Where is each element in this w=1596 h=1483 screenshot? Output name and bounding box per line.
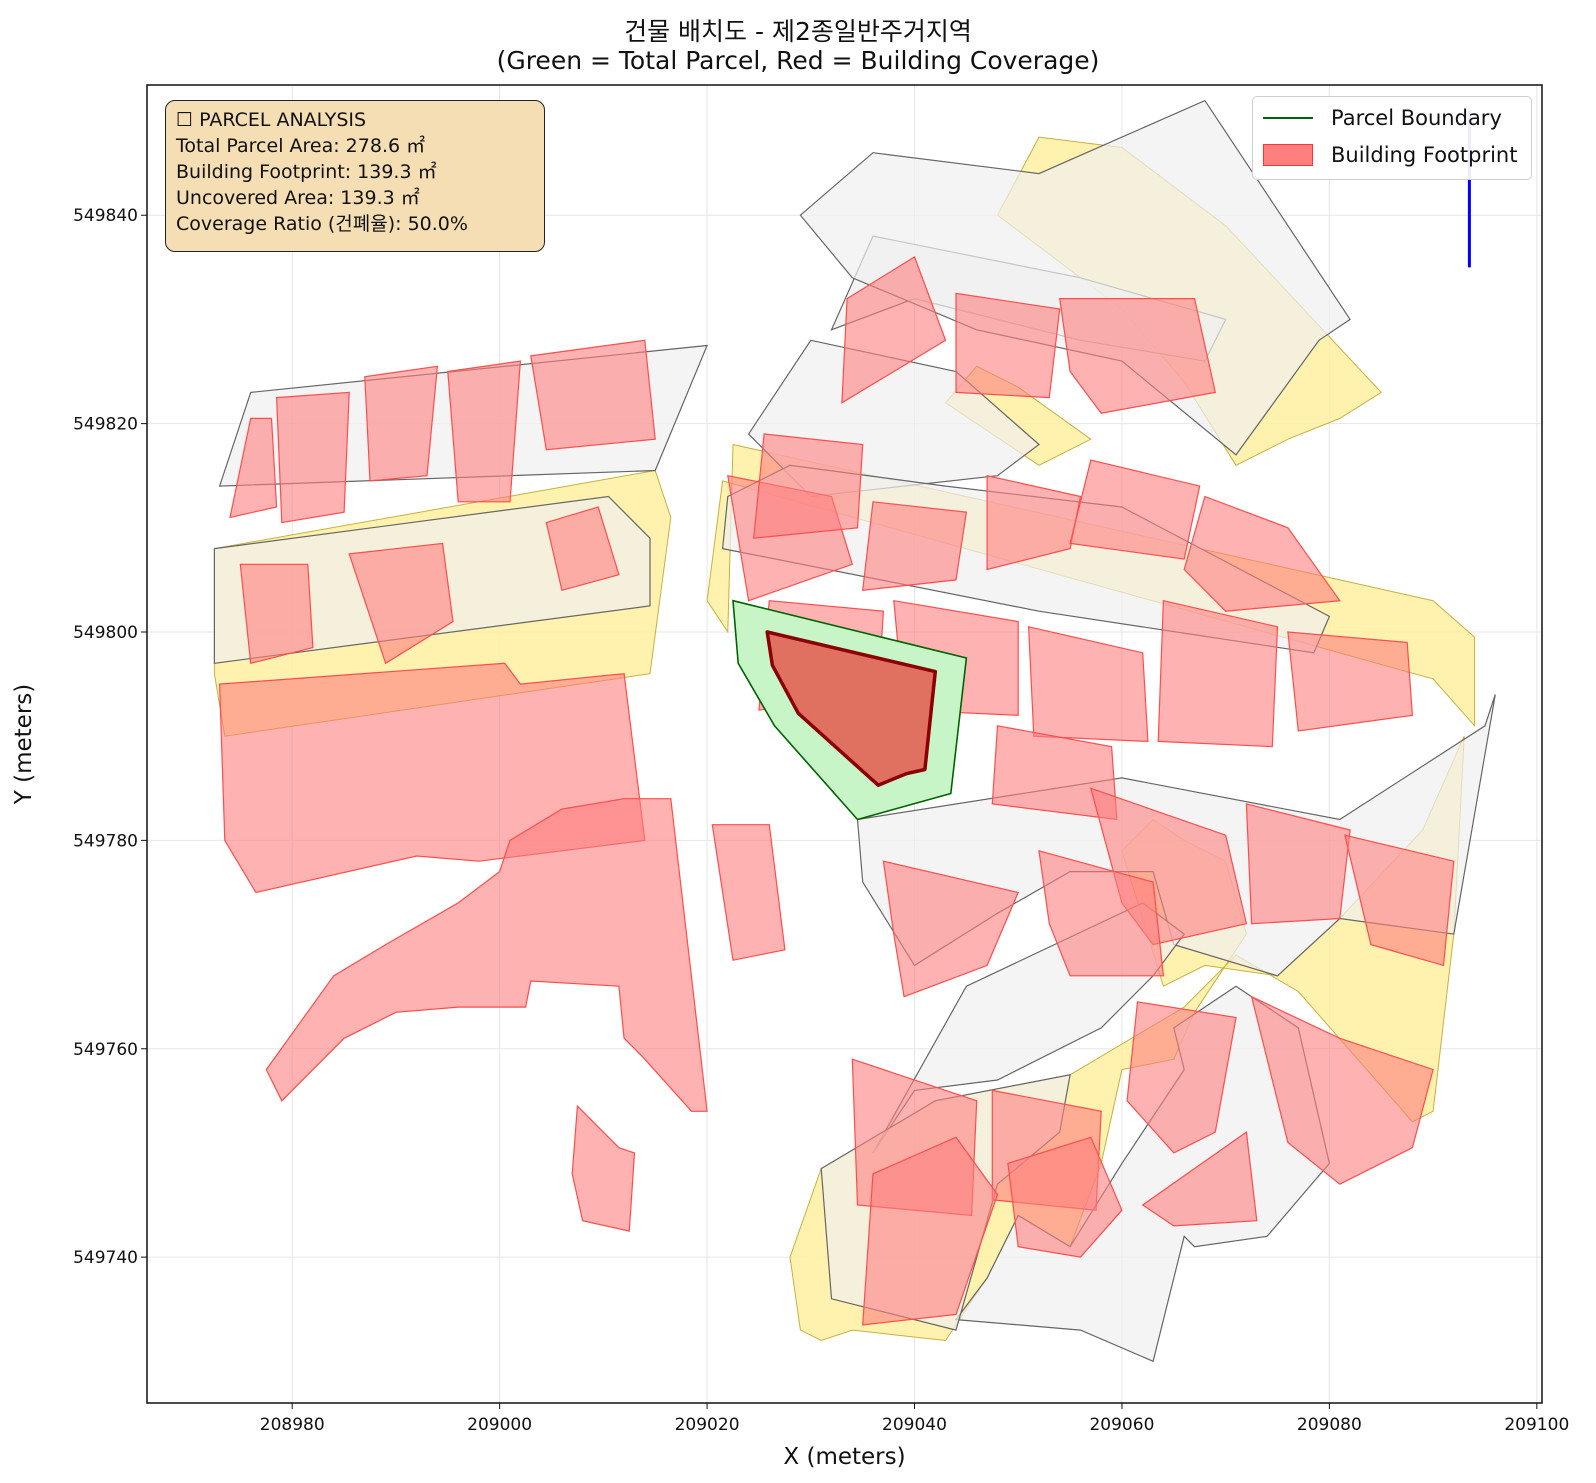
y-tick-label: 549740: [73, 1248, 138, 1268]
building-footprint: [1126, 1001, 1237, 1154]
building-footprint: [1287, 631, 1414, 732]
x-tick-label: 209080: [1297, 1415, 1362, 1435]
legend-line-swatch: [1263, 117, 1313, 119]
y-tick-label: 549780: [73, 831, 138, 851]
y-tick-label: 549800: [73, 623, 138, 643]
legend-item-parcel: Parcel Boundary: [1263, 103, 1502, 133]
building-footprint: [1027, 626, 1149, 743]
target-parcel-layer: [732, 599, 968, 821]
legend-label: Building Footprint: [1331, 143, 1518, 167]
parcel-analysis-box: ☐ PARCEL ANALYSIS Total Parcel Area: 278…: [165, 100, 545, 252]
info-heading: ☐ PARCEL ANALYSIS: [176, 109, 367, 131]
legend-item-building: Building Footprint: [1263, 140, 1517, 170]
building-footprint: [1183, 495, 1341, 612]
building-footprint: [530, 339, 656, 451]
building-footprint: [955, 292, 1061, 399]
building-footprint: [986, 474, 1082, 571]
building-footprint: [1038, 849, 1165, 977]
building-footprint: [1141, 1131, 1258, 1227]
building-footprint: [862, 1136, 999, 1326]
building-footprint: [1007, 1136, 1123, 1258]
building-footprint: [348, 542, 454, 665]
building-footprint: [1069, 459, 1201, 560]
legend-label: Parcel Boundary: [1331, 106, 1502, 130]
target-building-footprint: [765, 630, 938, 787]
chart-title-line-1: 건물 배치도 - 제2종일반주거지역: [624, 17, 972, 46]
info-uncovered: Uncovered Area: 139.3 ㎡: [176, 187, 420, 209]
legend: Parcel Boundary Building Footprint: [1252, 96, 1532, 180]
chart-title-line-2: (Green = Total Parcel, Red = Building Co…: [496, 46, 1100, 75]
building-footprint: [265, 798, 708, 1112]
x-tick-label: 209040: [882, 1415, 947, 1435]
legend-patch-swatch: [1263, 144, 1313, 166]
x-tick-label: 209060: [1089, 1415, 1154, 1435]
building-footprint: [882, 860, 1020, 998]
building-footprint: [711, 824, 786, 961]
building-footprint: [239, 563, 314, 665]
building-footprint: [1059, 298, 1217, 414]
y-tick-label: 549840: [73, 206, 138, 226]
building-footprint: [841, 256, 947, 404]
info-footprint: Building Footprint: 139.3 ㎡: [176, 161, 437, 183]
info-total-area: Total Parcel Area: 278.6 ㎡: [176, 135, 426, 157]
x-tick-label: 208980: [260, 1415, 325, 1435]
building-footprint: [1157, 599, 1279, 748]
info-coverage-ratio: Coverage Ratio (건폐율): 50.0%: [176, 213, 468, 235]
building-footprint: [1344, 834, 1455, 967]
y-tick-label: 549760: [73, 1040, 138, 1060]
building-footprint: [275, 391, 350, 524]
building-footprint: [571, 1104, 636, 1232]
building-footprint: [862, 501, 968, 591]
x-tick-label: 209020: [675, 1415, 740, 1435]
x-tick-label: 209100: [1504, 1415, 1569, 1435]
y-axis-label: Y (meters): [11, 684, 37, 805]
building-footprint: [447, 360, 522, 503]
building-footprint: [364, 365, 439, 482]
building-footprint: [1245, 803, 1351, 925]
building-footprint: [545, 506, 620, 592]
building-footprint: [229, 417, 278, 519]
buildings-layer: [218, 256, 1455, 1326]
y-tick-label: 549820: [73, 415, 138, 435]
y-axis-ticks: 549740 549760 549780 549800 549820 549840: [73, 206, 147, 1268]
building-footprint: [1250, 995, 1434, 1185]
plot-frame: [146, 84, 1543, 1404]
x-tick-label: 209000: [467, 1415, 532, 1435]
x-axis-label: X (meters): [783, 1444, 905, 1470]
x-axis-ticks: 208980 209000 209020 209040 209060 209080 2091…: [260, 1403, 1569, 1435]
building-footprint: [753, 433, 864, 539]
